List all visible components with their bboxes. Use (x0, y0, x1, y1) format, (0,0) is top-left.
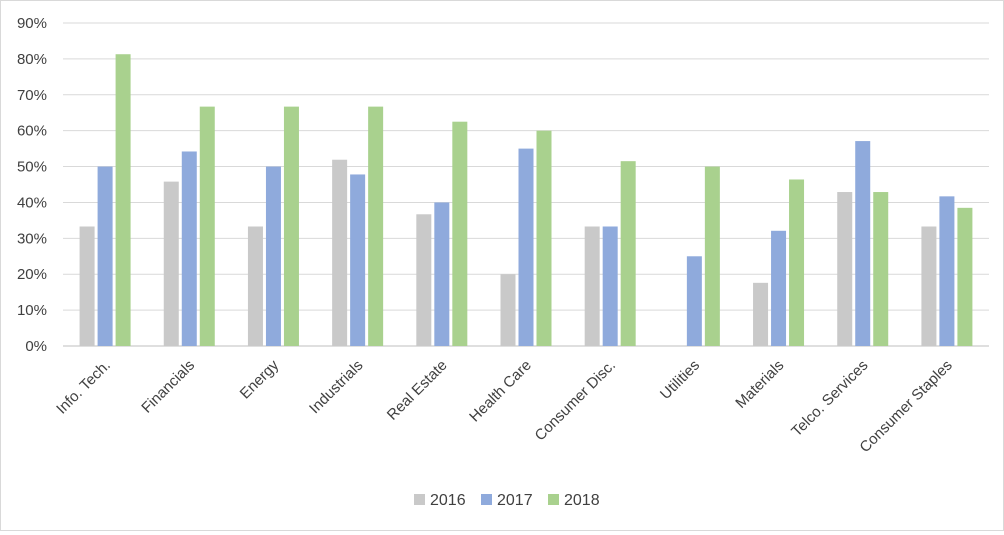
bar-2017 (350, 174, 366, 346)
bar-2017 (518, 148, 534, 346)
bar-2018 (957, 207, 973, 346)
bar-2017 (771, 230, 787, 346)
bars (79, 54, 973, 347)
x-category-label: Telco. Services (788, 357, 871, 440)
bar-2017 (855, 141, 871, 346)
y-tick-label: 70% (17, 87, 47, 104)
bar-2016 (332, 159, 348, 346)
legend-swatch (414, 494, 425, 505)
bar-2016 (753, 282, 769, 346)
x-category-label: Financials (138, 357, 198, 417)
bar-2016 (837, 192, 853, 346)
legend-swatch (481, 494, 492, 505)
x-category-label: Real Estate (384, 357, 451, 424)
legend-label: 2018 (564, 492, 600, 509)
y-tick-label: 20% (17, 266, 47, 283)
bar-2016 (247, 226, 263, 346)
bar-2017 (434, 202, 450, 346)
bar-2017 (602, 226, 618, 346)
bar-2016 (500, 274, 516, 346)
bar-2018 (283, 106, 299, 346)
x-category-label: Health Care (466, 357, 535, 426)
x-category-label: Utilities (657, 357, 703, 403)
x-category-label: Consumer Disc. (532, 357, 619, 444)
y-tick-label: 10% (17, 302, 47, 319)
y-tick-label: 50% (17, 159, 47, 176)
bar-2018 (452, 121, 468, 346)
legend: 2016 2017 2018 (414, 492, 600, 509)
y-tick-label: 30% (17, 230, 47, 247)
bar-2018 (873, 192, 889, 346)
bar-2018 (704, 166, 720, 346)
y-tick-label: 90% (17, 15, 47, 32)
bar-2016 (921, 226, 937, 346)
x-category-label: Energy (237, 356, 283, 402)
x-category-label: Info. Tech. (53, 357, 114, 418)
bar-2018 (368, 106, 384, 346)
y-tick-label: 40% (17, 194, 47, 211)
x-category-label: Consumer Staples (856, 357, 955, 456)
bar-2016 (416, 214, 432, 346)
bar-2018 (199, 106, 215, 346)
legend-label: 2016 (430, 492, 466, 509)
bar-2017 (939, 196, 955, 346)
y-axis-ticks: 0% 10% 20% 30% 40% 50% 60% 70% 80% 90% (17, 15, 47, 355)
bar-2018 (620, 161, 636, 346)
bar-2018 (536, 130, 552, 346)
y-tick-label: 0% (25, 338, 47, 355)
legend-swatch (548, 494, 559, 505)
bar-2016 (584, 226, 600, 346)
bar-2018 (115, 54, 131, 347)
x-category-label: Industrials (306, 357, 366, 417)
y-tick-label: 80% (17, 51, 47, 68)
bar-2016 (79, 226, 95, 346)
bar-2017 (181, 151, 197, 346)
bar-2016 (163, 181, 179, 346)
x-axis-categories: Info. Tech. Financials Energy Industrials Re… (53, 356, 956, 456)
bar-2018 (789, 179, 805, 346)
bar-2017 (97, 166, 113, 346)
y-tick-label: 60% (17, 123, 47, 140)
legend-label: 2017 (497, 492, 533, 509)
bar-2017 (265, 166, 281, 346)
x-category-label: Materials (732, 357, 787, 412)
bar-2017 (686, 256, 702, 346)
